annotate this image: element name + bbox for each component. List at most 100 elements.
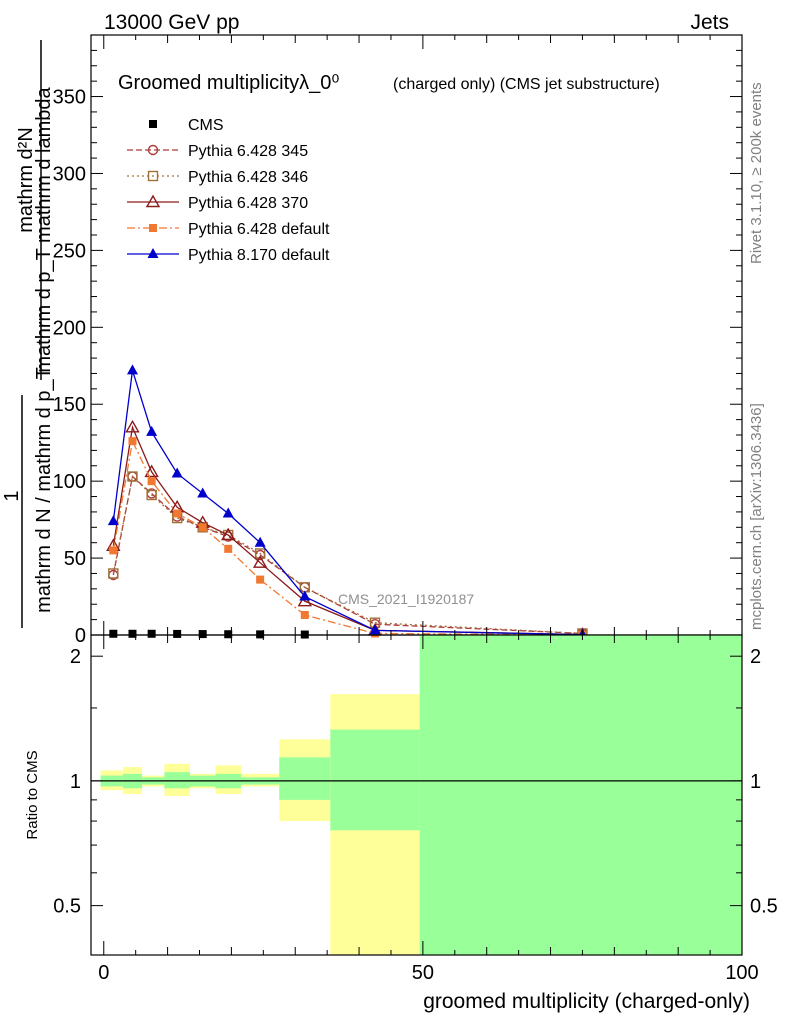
data-point: [109, 546, 118, 555]
ratio-y-tick-label-right: 0.5: [750, 896, 778, 918]
series-0: [109, 629, 309, 639]
data-point: [224, 630, 233, 639]
series-line-2: [112, 475, 583, 635]
data-point: [173, 629, 182, 638]
main-series-layer: [106, 364, 590, 640]
data-point: [109, 629, 118, 638]
data-point: [144, 464, 159, 478]
data-point: [147, 629, 156, 638]
ratio-band-green: [419, 635, 742, 955]
data-point: [222, 507, 234, 518]
main-tick-layer: 0 50 100 150 200 250 300 350: [53, 35, 743, 647]
ratio-y-tick-label: 2: [70, 646, 81, 668]
series-1: [108, 471, 588, 639]
chart-title: Groomed multiplicityλ_0⁰: [118, 72, 339, 94]
legend-label: Pythia 6.428 default: [188, 221, 330, 238]
ratio-band-layer: [100, 635, 742, 955]
data-point: [254, 536, 266, 547]
legend-marker: [147, 144, 159, 156]
ratio-y-tick-label: 1: [70, 771, 81, 793]
data-point: [146, 489, 157, 501]
ratio-tick-layer: 0.5 0.5 1 1 2 2 0 50 100: [53, 635, 778, 984]
y-tick-label: 300: [53, 163, 86, 185]
data-point: [171, 467, 183, 478]
legend-marker: [145, 194, 161, 208]
y-tick-label: 50: [64, 548, 86, 570]
data-point: [173, 509, 182, 518]
y-tick-label: 350: [53, 87, 86, 109]
x-axis-title: groomed multiplicity (charged-only): [423, 990, 750, 1013]
data-point: [300, 611, 309, 619]
series-line-4: [112, 439, 583, 636]
legend-label: Pythia 6.428 370: [188, 195, 308, 212]
data-point: [299, 590, 311, 601]
series-line-1: [112, 475, 583, 635]
ratio-y-tick-label-right: 1: [750, 771, 761, 793]
data-point: [197, 487, 209, 498]
data-point: [126, 364, 138, 375]
legend-item: Pythia 6.428 370: [127, 194, 308, 212]
data-point: [147, 477, 156, 486]
legend-label: Pythia 6.428 346: [188, 169, 308, 186]
legend-item: CMS: [149, 117, 224, 134]
data-point: [224, 544, 233, 553]
data-point: [369, 624, 381, 635]
legend-label: Pythia 8.170 default: [188, 247, 330, 264]
series-line-5: [112, 370, 583, 636]
legend-item: Pythia 8.170 default: [127, 247, 330, 264]
legend-marker: [147, 170, 159, 182]
category-label: Jets: [690, 11, 729, 34]
y-tick-label: 150: [53, 394, 86, 416]
series-2: [108, 471, 588, 639]
energy-label: 13000 GeV pp: [104, 11, 239, 34]
analysis-id-label: CMS_2021_I1920187: [338, 591, 474, 607]
data-point: [221, 527, 236, 541]
mcplots-label: mcplots.cern.ch [arXiv:1306.3436]: [748, 403, 765, 630]
y-axis-title: 1 mathrm d²N mathrm d p_T mathrm d lambd…: [1, 40, 55, 628]
legend-item: Pythia 6.428 345: [127, 143, 308, 160]
legend-marker: [149, 120, 157, 128]
x-tick-label: 100: [725, 962, 758, 984]
main-chart: Groomed multiplicityλ_0⁰ (charged only) …: [53, 34, 743, 647]
ratio-y-title: Ratio to CMS: [24, 750, 41, 839]
ratio-y-tick-label-right: 2: [750, 646, 761, 668]
series-line-3: [112, 424, 583, 636]
ratio-band-green: [164, 772, 190, 789]
data-point: [128, 437, 137, 446]
series-4: [109, 437, 587, 639]
ratio-band-green: [330, 729, 420, 831]
data-point: [127, 471, 138, 482]
data-point: [146, 425, 158, 436]
legend-marker: [147, 248, 159, 258]
y-title-left: mathrm d N / mathrm d p_T: [33, 367, 55, 613]
y-title-numerator: mathrm d²N: [15, 127, 37, 233]
y-tick-label: 200: [53, 317, 86, 339]
y-title-denominator: mathrm d p_T mathrm d lambda: [33, 86, 55, 372]
ratio-frame: [90, 634, 743, 956]
data-point: [198, 630, 207, 639]
ratio-y-tick-label: 0.5: [53, 896, 81, 918]
y-tick-label: 250: [53, 240, 86, 262]
data-point: [252, 555, 268, 568]
data-point: [108, 568, 119, 579]
y-tick-label: 100: [53, 471, 86, 493]
data-point: [128, 629, 137, 638]
x-tick-label: 50: [412, 962, 434, 984]
y-tick-label: 0: [75, 625, 86, 647]
data-point: [256, 630, 265, 639]
data-point: [198, 523, 207, 532]
legend-label: Pythia 6.428 345: [188, 143, 308, 160]
ratio-chart: 0.5 0.5 1 1 2 2 0 50 100 Ratio to CMS groomed mu…: [24, 634, 778, 1013]
x-tick-label: 0: [98, 962, 109, 984]
chart-title-suffix: (charged only) (CMS jet substructure): [393, 76, 660, 93]
legend-label: CMS: [188, 117, 224, 134]
legend-marker: [149, 224, 157, 232]
y-title-prefix: 1: [1, 490, 23, 501]
legend: CMS Pythia 6.428 345 Pythia 6.428 346 Pythi…: [127, 117, 330, 264]
data-point: [125, 419, 140, 433]
rivet-label: Rivet 3.1.10, ≥ 200k events: [748, 82, 765, 264]
ratio-band-green: [279, 757, 331, 800]
legend-item: Pythia 6.428 default: [127, 221, 330, 238]
